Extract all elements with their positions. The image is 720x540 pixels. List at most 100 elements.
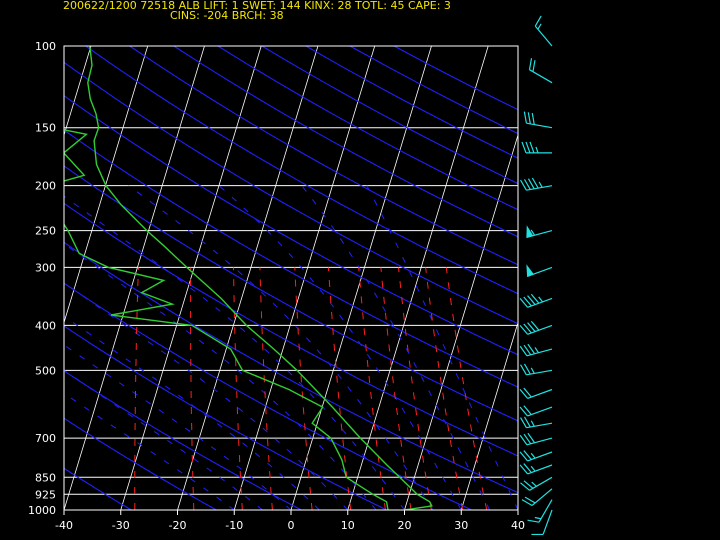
wind-barb-full (523, 344, 532, 356)
isotherm-line (575, 46, 715, 510)
wind-barb-half (537, 23, 542, 30)
wind-barb-half (538, 181, 543, 188)
mixing-ratio-line (358, 267, 386, 510)
wind-barb-full (527, 178, 535, 190)
wind-barb-full (523, 387, 532, 398)
wind-barb (520, 363, 553, 376)
pressure-tick-label: 150 (35, 122, 56, 135)
dry-adiabat (349, 46, 518, 135)
wind-barb-full (531, 112, 535, 125)
isotherm-line (404, 133, 518, 510)
temperature-tick-label: -10 (225, 519, 243, 532)
wind-barb-full (532, 60, 536, 72)
wind-barb-half (534, 516, 542, 520)
wind-barb-half (538, 296, 544, 303)
isotherm-line (460, 321, 518, 510)
dry-adiabat (64, 370, 303, 510)
isotherm-line (0, 46, 34, 510)
pressure-tick-label: 500 (35, 364, 56, 377)
wind-barb-full (523, 296, 532, 307)
wind-barb (520, 476, 553, 491)
moist-adiabat (64, 369, 263, 510)
wind-barb-full (523, 111, 527, 124)
dry-adiabat (173, 46, 518, 238)
mixing-ratio-line (134, 267, 139, 510)
isotherm-line (290, 46, 432, 510)
dry-adiabat (64, 467, 133, 510)
temperature-tick-label: 20 (398, 519, 412, 532)
mixing-ratio-line (294, 267, 313, 510)
moist-adiabat (64, 392, 235, 510)
pressure-tick-label: 850 (35, 471, 56, 484)
wind-barb-full (531, 177, 539, 189)
dry-adiabat (85, 46, 518, 295)
dry-adiabat (64, 61, 518, 325)
wind-barb-half (535, 146, 539, 154)
isotherm-line (517, 508, 518, 510)
wind-barb (519, 450, 553, 462)
wind-barb-staff (527, 464, 553, 475)
dry-adiabat (393, 46, 518, 111)
temperature-tick-label: 30 (454, 519, 468, 532)
wind-barb (534, 15, 553, 47)
plot-area (0, 46, 715, 520)
wind-barb-staff (529, 69, 553, 84)
moist-adiabat (64, 315, 320, 510)
mixing-ratio-line (398, 267, 432, 510)
wind-barb-full (523, 480, 534, 489)
wind-barb (531, 509, 553, 536)
wind-barb-full (527, 343, 536, 355)
wind-barb-full (520, 364, 527, 376)
pressure-tick-label: 300 (35, 261, 56, 274)
wind-barb-full (527, 432, 536, 444)
wind-barb-staff (538, 499, 553, 523)
wind-barb-full (529, 141, 535, 154)
header-line1: 200622/1200 72518 ALB LIFT: 1 SWET: 144 … (63, 0, 451, 12)
wind-barb-half (530, 465, 536, 472)
wind-barb-staff (527, 451, 553, 462)
dry-adiabat (0, 46, 62, 520)
moist-adiabat (64, 195, 405, 510)
wind-barb-staff (529, 476, 553, 491)
wind-barb-staff (526, 185, 553, 191)
wind-barb (519, 387, 553, 399)
dry-adiabat (64, 325, 388, 510)
wind-barb-full (521, 499, 533, 507)
wind-barb-full (519, 451, 529, 462)
wind-barb-staff (527, 406, 553, 417)
dry-adiabat (64, 165, 518, 422)
dry-adiabat (64, 94, 518, 356)
wind-barb (520, 177, 553, 191)
wind-barb-full (519, 324, 529, 335)
wind-barb-full (519, 464, 529, 475)
wind-barb-full (519, 345, 528, 357)
isotherm-line (347, 46, 489, 510)
wind-barb-staff (527, 324, 553, 335)
profiles (64, 46, 433, 510)
dry-adiabat (64, 129, 518, 388)
wind-barbs (519, 15, 553, 536)
dry-adiabat (64, 417, 218, 510)
wind-barb-full (523, 363, 531, 375)
wind-barb-full (519, 406, 529, 417)
isotherm-line (64, 46, 92, 137)
temperature-tick-label: -40 (55, 519, 73, 532)
wind-barb-full (523, 450, 532, 460)
pressure-tick-label: 200 (35, 180, 56, 193)
wind-barb-flag (526, 225, 534, 238)
pressure-tick-label: 100 (35, 40, 56, 53)
moist-adiabat (301, 185, 491, 510)
dry-adiabat (129, 46, 518, 266)
wind-barb-full (520, 482, 530, 491)
moist-adiabat (218, 185, 462, 510)
wind-barb-full (530, 293, 540, 304)
header-line2: CINS: -204 BRCH: 38 (170, 9, 284, 22)
wind-barb-full (528, 58, 533, 70)
wind-barb (523, 111, 553, 129)
wind-barb-full (520, 417, 527, 429)
mixing-ratio-line (190, 267, 195, 510)
wind-barb-staff (527, 388, 553, 399)
isotherm-line (233, 46, 376, 510)
wind-barb (519, 463, 553, 475)
